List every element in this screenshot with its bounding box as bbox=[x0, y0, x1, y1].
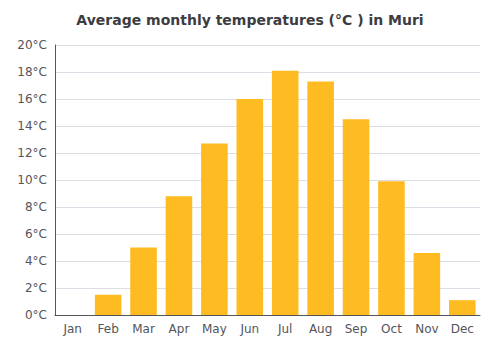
svg-text:10°C: 10°C bbox=[17, 173, 47, 187]
svg-text:2°C: 2°C bbox=[25, 281, 47, 295]
svg-text:18°C: 18°C bbox=[17, 65, 47, 79]
svg-text:20°C: 20°C bbox=[17, 38, 47, 52]
svg-text:Feb: Feb bbox=[98, 322, 119, 336]
svg-text:May: May bbox=[202, 322, 227, 336]
svg-text:6°C: 6°C bbox=[25, 227, 47, 241]
svg-text:4°C: 4°C bbox=[25, 254, 47, 268]
svg-text:Dec: Dec bbox=[451, 322, 474, 336]
svg-text:Average monthly temperatures (: Average monthly temperatures (°C ) in Mu… bbox=[76, 12, 423, 28]
svg-text:8°C: 8°C bbox=[25, 200, 47, 214]
svg-text:16°C: 16°C bbox=[17, 92, 47, 106]
svg-text:Apr: Apr bbox=[169, 322, 190, 336]
svg-text:Mar: Mar bbox=[132, 322, 155, 336]
svg-text:Oct: Oct bbox=[381, 322, 402, 336]
svg-text:Jan: Jan bbox=[62, 322, 82, 336]
svg-text:Aug: Aug bbox=[309, 322, 332, 336]
svg-text:Nov: Nov bbox=[415, 322, 438, 336]
svg-text:14°C: 14°C bbox=[17, 119, 47, 133]
svg-text:Jun: Jun bbox=[239, 322, 259, 336]
svg-text:12°C: 12°C bbox=[17, 146, 47, 160]
svg-text:Jul: Jul bbox=[277, 322, 292, 336]
svg-text:Sep: Sep bbox=[345, 322, 368, 336]
svg-text:0°C: 0°C bbox=[25, 308, 47, 322]
